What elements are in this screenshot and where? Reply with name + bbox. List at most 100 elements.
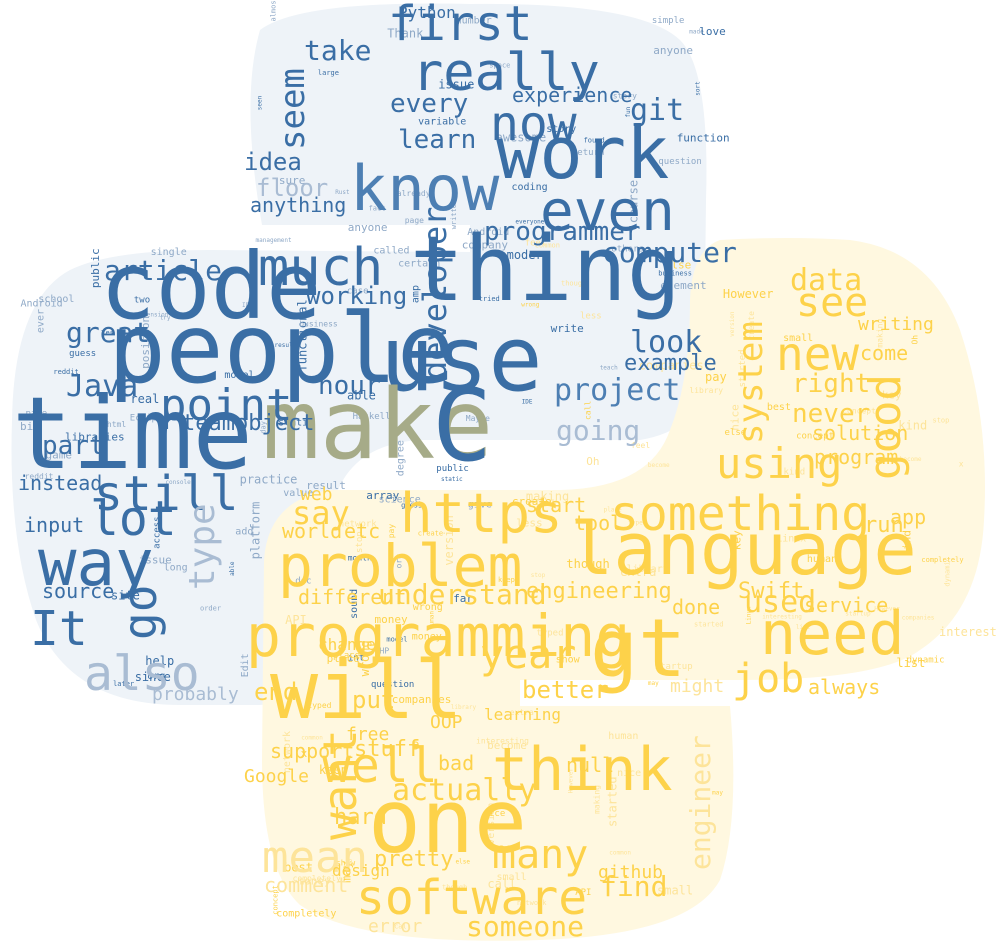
cloud-word-look: look xyxy=(630,325,702,360)
filler-word: though xyxy=(442,884,467,892)
filler-word: version xyxy=(486,803,497,845)
filler-word: stop xyxy=(355,531,365,553)
filler-word: feel xyxy=(631,441,650,450)
filler-word: single xyxy=(151,247,187,258)
cloud-word-still: still xyxy=(94,466,239,522)
cloud-word-lot: lot xyxy=(90,491,177,547)
filler-word: bit xyxy=(20,420,40,433)
words-layer: staticinterestingquestionthoughbusinessc… xyxy=(12,0,996,943)
cloud-word-actually: actually xyxy=(392,773,537,808)
filler-word: making xyxy=(592,785,601,814)
cloud-word-programmer: programmer xyxy=(484,217,641,247)
cloud-word-null: null xyxy=(566,753,614,777)
filler-word: org xyxy=(147,671,165,682)
filler-word: dynamic xyxy=(907,656,945,666)
filler-word: pay xyxy=(705,370,727,384)
cloud-word-gt: gt xyxy=(590,602,686,695)
filler-word: give xyxy=(468,499,492,510)
filler-word: interesting xyxy=(939,625,996,639)
filler-word: result xyxy=(306,479,346,492)
filler-word: typed xyxy=(628,520,646,527)
filler-word: completely xyxy=(293,874,341,883)
cloud-word-never: never xyxy=(792,399,870,429)
filler-word: Linux xyxy=(776,533,806,544)
cloud-word-hard: hard xyxy=(334,805,387,830)
cloud-word-comment: comment xyxy=(264,873,348,897)
cloud-word-come: come xyxy=(860,341,908,365)
filler-word: dynamic xyxy=(944,557,952,587)
filler-word: write xyxy=(551,322,584,335)
filler-word: practice xyxy=(240,473,298,487)
filler-word: However xyxy=(567,768,574,794)
filler-word: modern xyxy=(507,248,550,262)
filler-word: school xyxy=(38,294,74,305)
filler-word: small xyxy=(783,333,813,344)
filler-word: x xyxy=(959,460,964,469)
filler-word: day xyxy=(259,421,267,434)
filler-word: variable xyxy=(418,117,466,128)
filler-word: best xyxy=(767,402,791,413)
filler-word: call xyxy=(487,877,516,891)
filler-word: stop xyxy=(933,416,950,424)
cloud-word-first: first xyxy=(388,0,533,52)
cloud-word-floor: floor xyxy=(256,174,328,202)
filler-word: money xyxy=(375,613,408,626)
cloud-word-put: put xyxy=(352,686,395,714)
cloud-word-source: source xyxy=(42,579,114,603)
cloud-word-oop: OOP xyxy=(430,712,463,733)
cloud-word-https: https xyxy=(400,482,563,545)
filler-word: position xyxy=(139,316,152,369)
cloud-word-change: change xyxy=(318,635,376,654)
filler-word: place xyxy=(333,651,360,661)
cloud-word-going: going xyxy=(556,414,640,447)
filler-word: best xyxy=(284,860,313,874)
filler-word: nice xyxy=(484,809,506,819)
filler-word: API xyxy=(575,888,591,898)
filler-word: D xyxy=(349,858,353,865)
filler-word: network xyxy=(517,899,547,907)
filler-word: create xyxy=(747,311,756,340)
filler-word: others xyxy=(611,245,644,255)
filler-word: almost xyxy=(270,0,278,22)
cloud-word-see: see xyxy=(796,280,868,326)
filler-word: pay xyxy=(387,524,396,539)
cloud-word-engineer: engineer xyxy=(684,735,717,870)
filler-word: public xyxy=(89,248,102,288)
filler-word: ever xyxy=(36,309,47,333)
cloud-word-right: right xyxy=(792,369,870,399)
cloud-word-swift: Swift xyxy=(738,579,804,604)
filler-word: long xyxy=(164,562,188,573)
filler-word: feel xyxy=(525,239,547,249)
cloud-word-better: better xyxy=(522,676,609,704)
filler-word: typed xyxy=(307,701,331,710)
filler-word: doc xyxy=(295,577,311,587)
filler-word: else xyxy=(456,859,471,866)
cloud-word-app: app xyxy=(890,505,926,529)
filler-word: everyone xyxy=(515,218,544,225)
cloud-word-will: will xyxy=(270,644,463,737)
filler-word: value xyxy=(283,488,313,499)
filler-word: money xyxy=(412,632,442,643)
filler-word: kind xyxy=(900,530,913,557)
filler-word: However xyxy=(723,287,774,301)
filler-word: model xyxy=(224,370,254,381)
cloud-word-developer: developer xyxy=(416,207,454,380)
filler-word: number xyxy=(456,15,492,26)
filler-word: add xyxy=(235,527,253,538)
filler-word: network xyxy=(339,519,378,529)
filler-word: static xyxy=(278,417,314,428)
cloud-word-input: input xyxy=(24,513,84,537)
filler-word: version xyxy=(729,311,736,337)
cloud-word-github: github xyxy=(598,862,663,883)
filler-word: certain xyxy=(398,259,440,270)
cloud-word-learning: learning xyxy=(484,705,561,724)
filler-word: int xyxy=(348,653,364,663)
filler-word: libraries xyxy=(65,430,125,443)
filler-word: model xyxy=(386,636,407,644)
cloud-word-also: also xyxy=(84,646,200,702)
filler-word: list xyxy=(896,656,925,670)
filler-word: able xyxy=(229,561,236,576)
filler-word: create xyxy=(418,530,443,538)
cloud-word-data: data xyxy=(790,263,862,298)
cloud-word-good: good xyxy=(860,374,911,480)
